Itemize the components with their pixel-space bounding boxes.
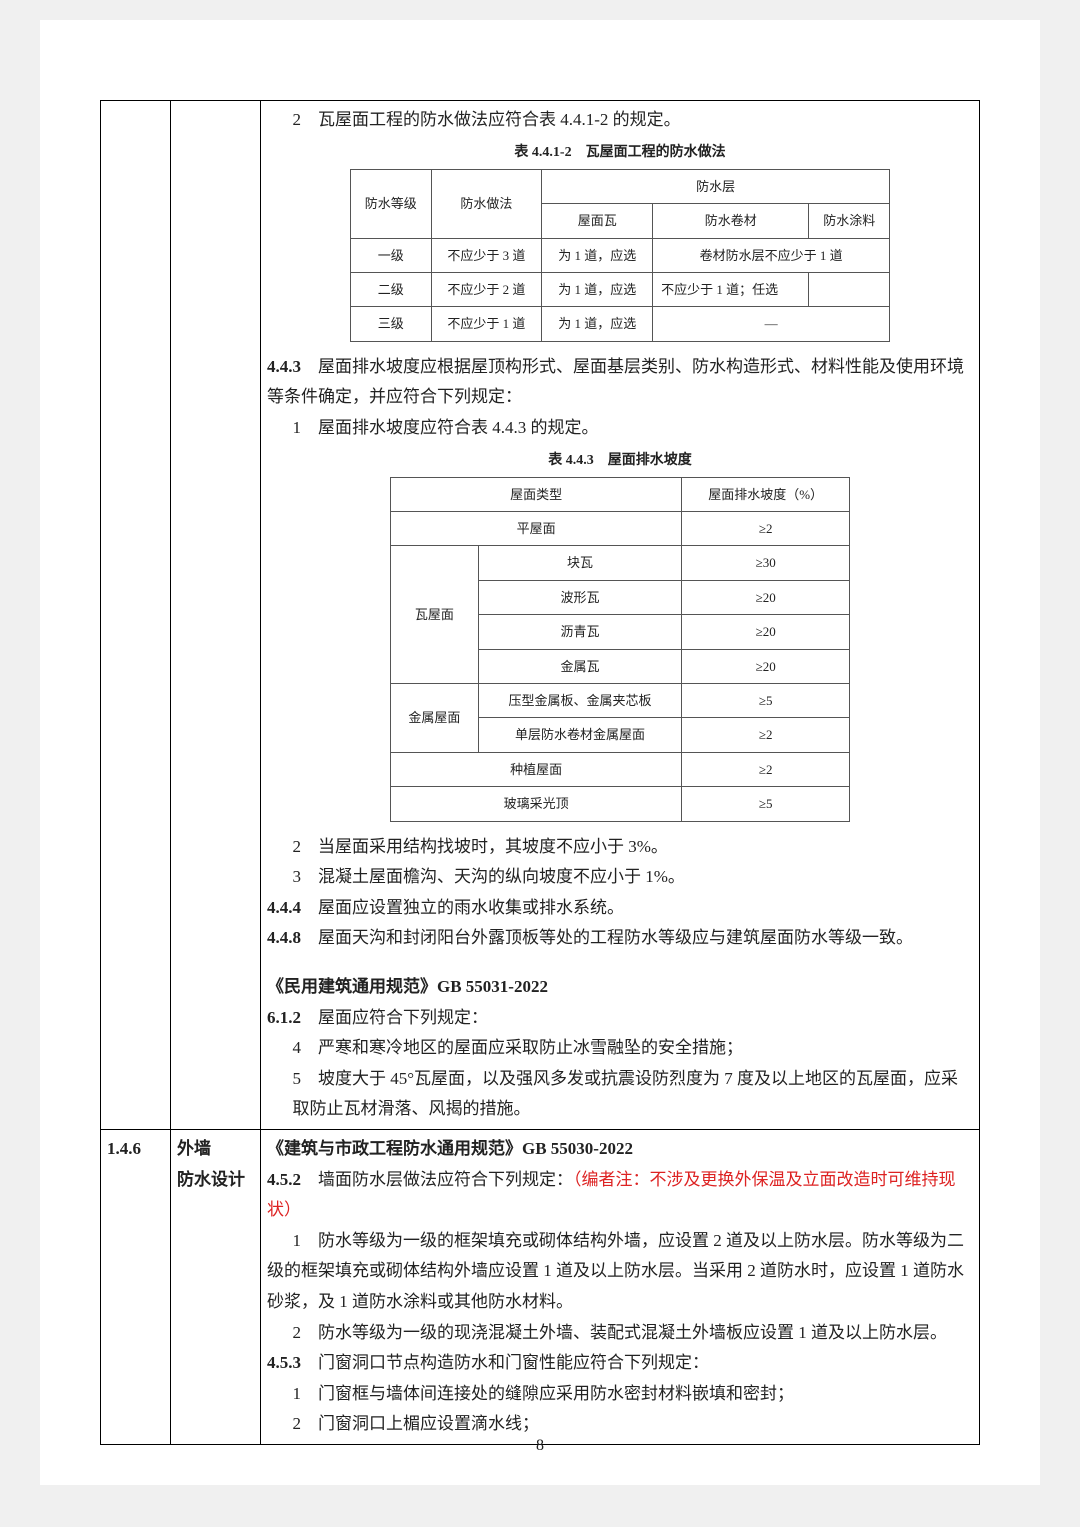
r3-rollcoat: — [653,307,890,341]
th-layer: 防水层 [542,169,890,203]
th-tile: 屋面瓦 [542,204,653,238]
tile-r4-label: 金属瓦 [478,649,682,683]
tile-r2-val: ≥20 [682,580,850,614]
r1-grade: 一级 [351,238,432,272]
r2-tile: 为 1 道，应选 [542,272,653,306]
r2-coat [809,272,890,306]
metal-r2-label: 单层防水卷材金属屋面 [478,718,682,752]
th-method: 防水做法 [431,169,542,238]
p452-1: 1 防水等级为一级的框架填充或砌体结构外墙，应设置 2 道及以上防水层。防水等级… [267,1226,973,1318]
metal-group: 金属屋面 [391,684,479,753]
p443-2: 2 当屋面采用结构找坡时，其坡度不应小于 3%。 [267,832,973,863]
p612-intro: 6.1.2 屋面应符合下列规定： [267,1003,973,1034]
tile-r1-val: ≥30 [682,546,850,580]
r1-method: 不应少于 3 道 [431,238,542,272]
r3-grade: 三级 [351,307,432,341]
metal-r2-val: ≥2 [682,718,850,752]
p452-2: 2 防水等级为一级的现浇混凝土外墙、装配式混凝土外墙板应设置 1 道及以上防水层… [267,1318,973,1349]
row2-name: 外墙防水设计 [171,1129,261,1444]
th-rooftype: 屋面类型 [391,477,682,511]
row1-id [101,101,171,1130]
row2-id: 1.4.6 [101,1129,171,1444]
tile-r3-label: 沥青瓦 [478,615,682,649]
page: 2 瓦屋面工程的防水做法应符合表 4.4.1-2 的规定。 表 4.4.1-2 … [40,20,1040,1485]
page-number: 8 [40,1437,1040,1455]
r1-rollcoat: 卷材防水层不应少于 1 道 [653,238,890,272]
table-row: 1.4.6 外墙防水设计 《建筑与市政工程防水通用规范》GB 55030-202… [101,1129,980,1444]
table-row: 2 瓦屋面工程的防水做法应符合表 4.4.1-2 的规定。 表 4.4.1-2 … [101,101,980,1130]
std-55030: 《建筑与市政工程防水通用规范》GB 55030-2022 [267,1134,973,1165]
tile-r3-val: ≥20 [682,615,850,649]
editor-note: （编者注：不涉及更换外保温及立面改造时可维持现状） [267,1170,956,1220]
p612-4: 4 严寒和寒冷地区的屋面应采取防止冰雪融坠的安全措施； [267,1033,973,1064]
r3-tile: 为 1 道，应选 [542,307,653,341]
p453-2: 2 门窗洞口上楣应设置滴水线； [267,1409,973,1440]
th-grade: 防水等级 [351,169,432,238]
p452-intro: 4.5.2 墙面防水层做法应符合下列规定：（编者注：不涉及更换外保温及立面改造时… [267,1165,973,1226]
plant-val: ≥2 [682,752,850,786]
tile-r4-val: ≥20 [682,649,850,683]
plant-label: 种植屋面 [391,752,682,786]
th-coat: 防水涂料 [809,204,890,238]
line-4.4.1-2: 2 瓦屋面工程的防水做法应符合表 4.4.1-2 的规定。 [267,105,973,136]
th-roll: 防水卷材 [653,204,809,238]
metal-r1-val: ≥5 [682,684,850,718]
main-table: 2 瓦屋面工程的防水做法应符合表 4.4.1-2 的规定。 表 4.4.1-2 … [100,100,980,1445]
p448: 4.4.8 屋面天沟和封闭阳台外露顶板等处的工程防水等级应与建筑屋面防水等级一致… [267,923,973,954]
row1-name [171,101,261,1130]
row2-content: 《建筑与市政工程防水通用规范》GB 55030-2022 4.5.2 墙面防水层… [261,1129,980,1444]
table-443-caption: 表 4.4.3 屋面排水坡度 [267,448,973,473]
r3-method: 不应少于 1 道 [431,307,542,341]
p443-1: 1 屋面排水坡度应符合表 4.4.3 的规定。 [267,413,973,444]
p443-intro: 4.4.3 4.4.3 屋面排水坡度应根据屋顶构形式、屋面基层类别、防水构造形式… [267,352,973,413]
flat-label: 平屋面 [391,512,682,546]
table-4412-caption: 表 4.4.1-2 瓦屋面工程的防水做法 [267,140,973,165]
flat-val: ≥2 [682,512,850,546]
p453-intro: 4.5.3 门窗洞口节点构造防水和门窗性能应符合下列规定： [267,1348,973,1379]
r2-grade: 二级 [351,272,432,306]
row1-content: 2 瓦屋面工程的防水做法应符合表 4.4.1-2 的规定。 表 4.4.1-2 … [261,101,980,1130]
r2-method: 不应少于 2 道 [431,272,542,306]
table-443: 屋面类型 屋面排水坡度（%） 平屋面 ≥2 瓦屋面 块瓦 ≥30 波形瓦 ≥ [390,477,850,822]
metal-r1-label: 压型金属板、金属夹芯板 [478,684,682,718]
std2-title: 《民用建筑通用规范》GB 55031-2022 [267,972,973,1003]
p444: 4.4.4 屋面应设置独立的雨水收集或排水系统。 [267,893,973,924]
p612-5: 5 坡度大于 45°瓦屋面，以及强风多发或抗震设防烈度为 7 度及以上地区的瓦屋… [267,1064,973,1125]
tile-r2-label: 波形瓦 [478,580,682,614]
tile-group: 瓦屋面 [391,546,479,684]
r1-tile: 为 1 道，应选 [542,238,653,272]
glass-label: 玻璃采光顶 [391,787,682,821]
glass-val: ≥5 [682,787,850,821]
table-4412: 防水等级 防水做法 防水层 屋面瓦 防水卷材 防水涂料 一级 不应少于 3 道 … [350,169,890,342]
p443-3: 3 混凝土屋面檐沟、天沟的纵向坡度不应小于 1%。 [267,862,973,893]
p453-1: 1 门窗框与墙体间连接处的缝隙应采用防水密封材料嵌填和密封； [267,1379,973,1410]
tile-r1-label: 块瓦 [478,546,682,580]
th-slope: 屋面排水坡度（%） [682,477,850,511]
r2-roll: 不应少于 1 道；任选 [653,272,809,306]
